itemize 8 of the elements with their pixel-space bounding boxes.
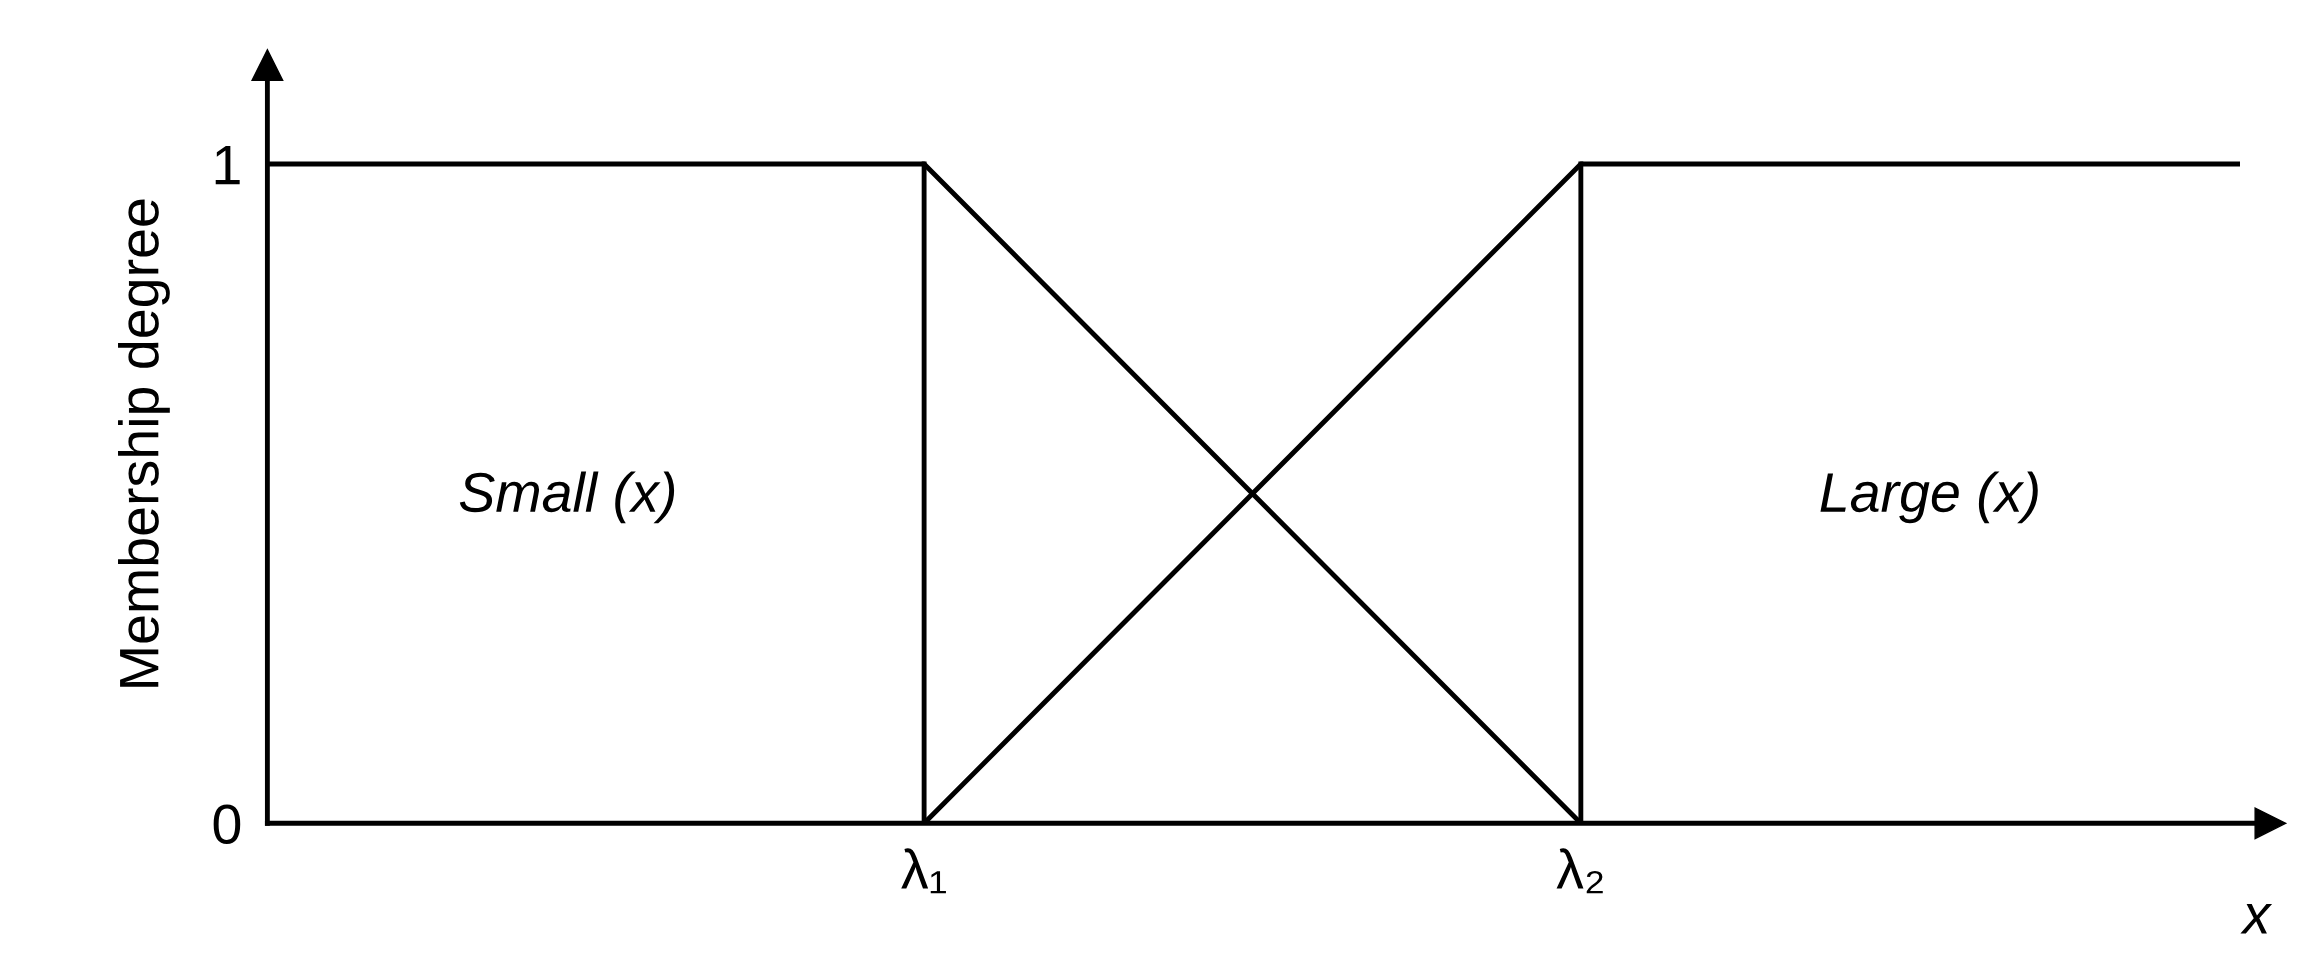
- y-tick-label: 0: [213, 804, 241, 844]
- x-tick-label: λ₁: [901, 848, 946, 894]
- x-tick-label: λ₂: [1556, 848, 1603, 894]
- annotation: Small (x): [459, 471, 675, 524]
- y-axis-title: Membership degree: [118, 199, 170, 687]
- y-tick-label: 1: [215, 145, 240, 185]
- annotation: Large (x): [1820, 471, 2038, 524]
- x-axis-title: x: [2240, 904, 2273, 934]
